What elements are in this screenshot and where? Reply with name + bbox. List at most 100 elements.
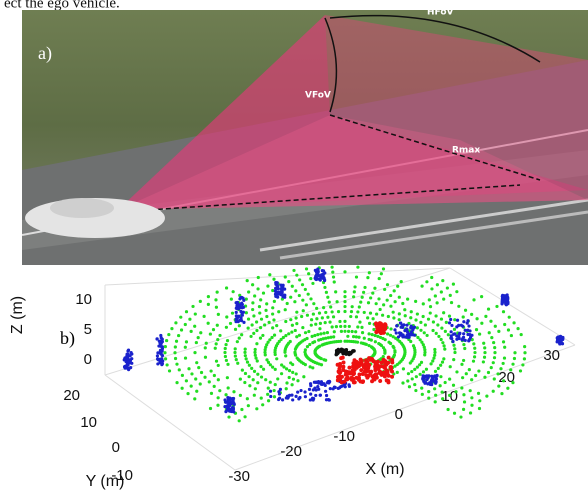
point [513, 351, 516, 354]
point [343, 295, 346, 298]
point [349, 315, 352, 318]
point [355, 335, 358, 338]
point [245, 357, 248, 360]
point [289, 340, 292, 343]
point [313, 387, 316, 390]
point [430, 379, 433, 382]
point [362, 365, 366, 369]
point [237, 306, 240, 309]
point [389, 305, 392, 308]
point [339, 325, 342, 328]
point [329, 387, 332, 390]
point [474, 374, 477, 377]
point [268, 338, 271, 341]
point [239, 394, 242, 397]
point [199, 300, 202, 303]
point [343, 325, 346, 328]
point [273, 389, 276, 392]
point [286, 302, 289, 305]
point [430, 287, 433, 290]
point [278, 392, 281, 395]
point [319, 394, 322, 397]
point [257, 276, 260, 279]
point [364, 373, 368, 377]
point [461, 338, 464, 341]
tick-label: 10 [75, 291, 92, 308]
point [487, 371, 490, 374]
point [185, 310, 188, 313]
x-axis-label: X (m) [365, 461, 404, 478]
point [502, 340, 505, 343]
point [209, 369, 212, 372]
point [466, 319, 469, 322]
point [386, 332, 389, 335]
point [301, 326, 304, 329]
point [374, 340, 377, 343]
point [280, 372, 283, 375]
point [443, 348, 446, 351]
point [465, 372, 468, 375]
point [272, 318, 275, 321]
point [423, 353, 426, 356]
point [302, 309, 305, 312]
point [273, 334, 276, 337]
point [359, 301, 362, 304]
point [323, 332, 326, 335]
point [422, 370, 425, 373]
point [274, 368, 277, 371]
point [307, 330, 310, 333]
point [464, 339, 467, 342]
point [280, 363, 283, 366]
point [347, 330, 350, 333]
point [252, 314, 255, 317]
point [229, 322, 232, 325]
point [416, 312, 419, 315]
point [345, 372, 349, 376]
point [478, 407, 481, 410]
point [264, 309, 267, 312]
point [464, 309, 467, 312]
point [340, 330, 343, 333]
point [260, 397, 263, 400]
point [217, 378, 220, 381]
point [495, 305, 498, 308]
point [523, 357, 526, 360]
point [193, 325, 196, 328]
point [478, 332, 481, 335]
point [240, 333, 243, 336]
point [308, 388, 311, 391]
point [326, 296, 329, 299]
point [281, 290, 284, 293]
point [352, 335, 355, 338]
point [331, 310, 334, 313]
point [167, 333, 170, 336]
point [372, 376, 376, 380]
point [290, 383, 293, 386]
point [434, 370, 437, 373]
point [500, 392, 503, 395]
point [227, 415, 230, 418]
point [450, 330, 453, 333]
point [287, 280, 290, 283]
point [506, 297, 509, 300]
point [295, 322, 298, 325]
point [508, 316, 511, 319]
point [386, 299, 389, 302]
annotation: Rmax [452, 146, 480, 156]
point [422, 315, 425, 318]
point [429, 362, 432, 365]
point [324, 321, 327, 324]
point [350, 378, 354, 382]
point [244, 354, 247, 357]
point [315, 317, 318, 320]
point [126, 349, 129, 352]
point [293, 300, 296, 303]
point [447, 333, 450, 336]
point [235, 311, 238, 314]
point [470, 396, 473, 399]
caption-fragment: ect the ego vehicle. [4, 0, 120, 11]
point [328, 321, 331, 324]
point [291, 285, 294, 288]
point [309, 277, 312, 280]
point [175, 340, 178, 343]
